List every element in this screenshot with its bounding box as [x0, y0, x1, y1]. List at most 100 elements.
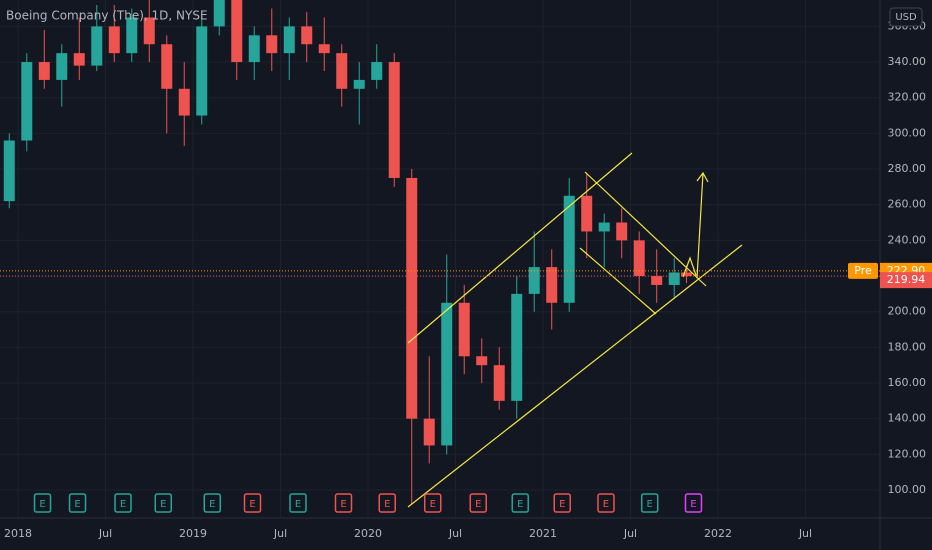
candle-body [616, 222, 628, 241]
candle-body [3, 140, 15, 202]
event-label: E [517, 499, 523, 510]
candle-body [21, 62, 33, 141]
trend-line [579, 247, 657, 315]
candle-body [476, 356, 488, 366]
candle-body [581, 195, 593, 232]
candle-body [563, 195, 575, 303]
event-label: E [160, 499, 166, 510]
x-tick-label: Jul [798, 527, 812, 540]
candle-body [38, 62, 50, 80]
trend-line [584, 171, 707, 287]
event-marker [33, 493, 52, 513]
candle-body [56, 53, 68, 80]
candle-body [213, 0, 225, 27]
candle-body [546, 267, 558, 303]
event-marker [68, 493, 87, 513]
candle-body [441, 302, 453, 446]
currency-box[interactable] [889, 7, 923, 27]
y-tick-label: 240.00 [888, 233, 927, 246]
y-tick-label: 200.00 [888, 305, 927, 318]
x-tick-label: 2018 [4, 527, 32, 540]
y-tick-label: 260.00 [888, 198, 927, 211]
candle-body [598, 222, 610, 232]
last-price-label: 219.94 [887, 273, 926, 286]
candle-body [423, 418, 435, 446]
y-tick-label: 100.00 [888, 483, 927, 496]
trend-line [407, 244, 743, 508]
x-tick-label: 2022 [704, 527, 732, 540]
event-marker [289, 493, 307, 513]
x-tick-label: Jul [448, 527, 462, 540]
event-label: E [647, 499, 653, 510]
y-tick-label: 180.00 [888, 340, 927, 353]
candle-body [651, 276, 663, 285]
candle-body [493, 365, 505, 401]
event-marker [334, 493, 353, 513]
y-tick-label: 160.00 [888, 376, 927, 389]
event-marker [423, 493, 442, 513]
trend-line [407, 152, 633, 344]
candle-body [73, 53, 85, 66]
event-marker [684, 493, 703, 513]
event-marker [114, 493, 132, 513]
projection-arrow [682, 172, 704, 279]
event-marker [243, 493, 262, 513]
chart-title: Boeing Company (The), 1D, NYSE [6, 9, 208, 23]
candle-body [248, 35, 260, 63]
event-label: E [249, 499, 255, 510]
candle-body [143, 17, 155, 45]
event-marker [154, 493, 173, 513]
x-tick-label: 2019 [179, 527, 207, 540]
candle-body [388, 62, 400, 178]
event-label: E [39, 499, 45, 510]
candle-body [633, 240, 645, 277]
candle-body [318, 44, 330, 54]
event-label: E [340, 499, 346, 510]
event-label: E [430, 499, 436, 510]
candle-body [528, 267, 540, 294]
y-tick-label: 120.00 [888, 447, 927, 460]
event-label: E [384, 499, 390, 510]
x-tick-label: 2020 [354, 527, 382, 540]
candle-body [406, 177, 418, 419]
candle-body [680, 272, 692, 277]
candle-body [458, 302, 470, 357]
y-tick-label: 280.00 [888, 162, 927, 175]
currency: USD [895, 12, 917, 23]
event-label: E [603, 499, 609, 510]
candle-body [91, 26, 103, 66]
event-marker [597, 493, 615, 513]
candle-body [231, 0, 243, 63]
y-tick-label: 340.00 [888, 55, 927, 68]
candle-body [668, 272, 680, 285]
candle-body [266, 35, 278, 54]
y-tick-label: 320.00 [888, 91, 927, 104]
candles [3, 0, 692, 505]
grid [0, 0, 880, 518]
event-label: E [74, 499, 80, 510]
event-marker [553, 493, 571, 513]
candle-body [196, 26, 208, 116]
candle-body [336, 53, 348, 89]
event-label: E [295, 499, 301, 510]
pre-market-name: Pre [854, 264, 872, 277]
x-tick-label: Jul [273, 527, 287, 540]
x-tick-label: Jul [98, 527, 112, 540]
pre-market-name-tag [848, 262, 878, 279]
y-tick-label: 300.00 [888, 126, 927, 139]
last-price-tag [880, 272, 932, 289]
y-tick-label: 140.00 [888, 412, 927, 425]
candle-body [301, 26, 313, 45]
arrow-head [696, 171, 709, 183]
candle-body [371, 62, 383, 80]
candle-body [178, 88, 190, 116]
candle-body [161, 44, 173, 89]
x-tick-label: Jul [623, 527, 637, 540]
event-marker [378, 493, 396, 513]
event-label: E [209, 499, 215, 510]
event-label: E [475, 499, 481, 510]
candle-body [283, 26, 295, 54]
